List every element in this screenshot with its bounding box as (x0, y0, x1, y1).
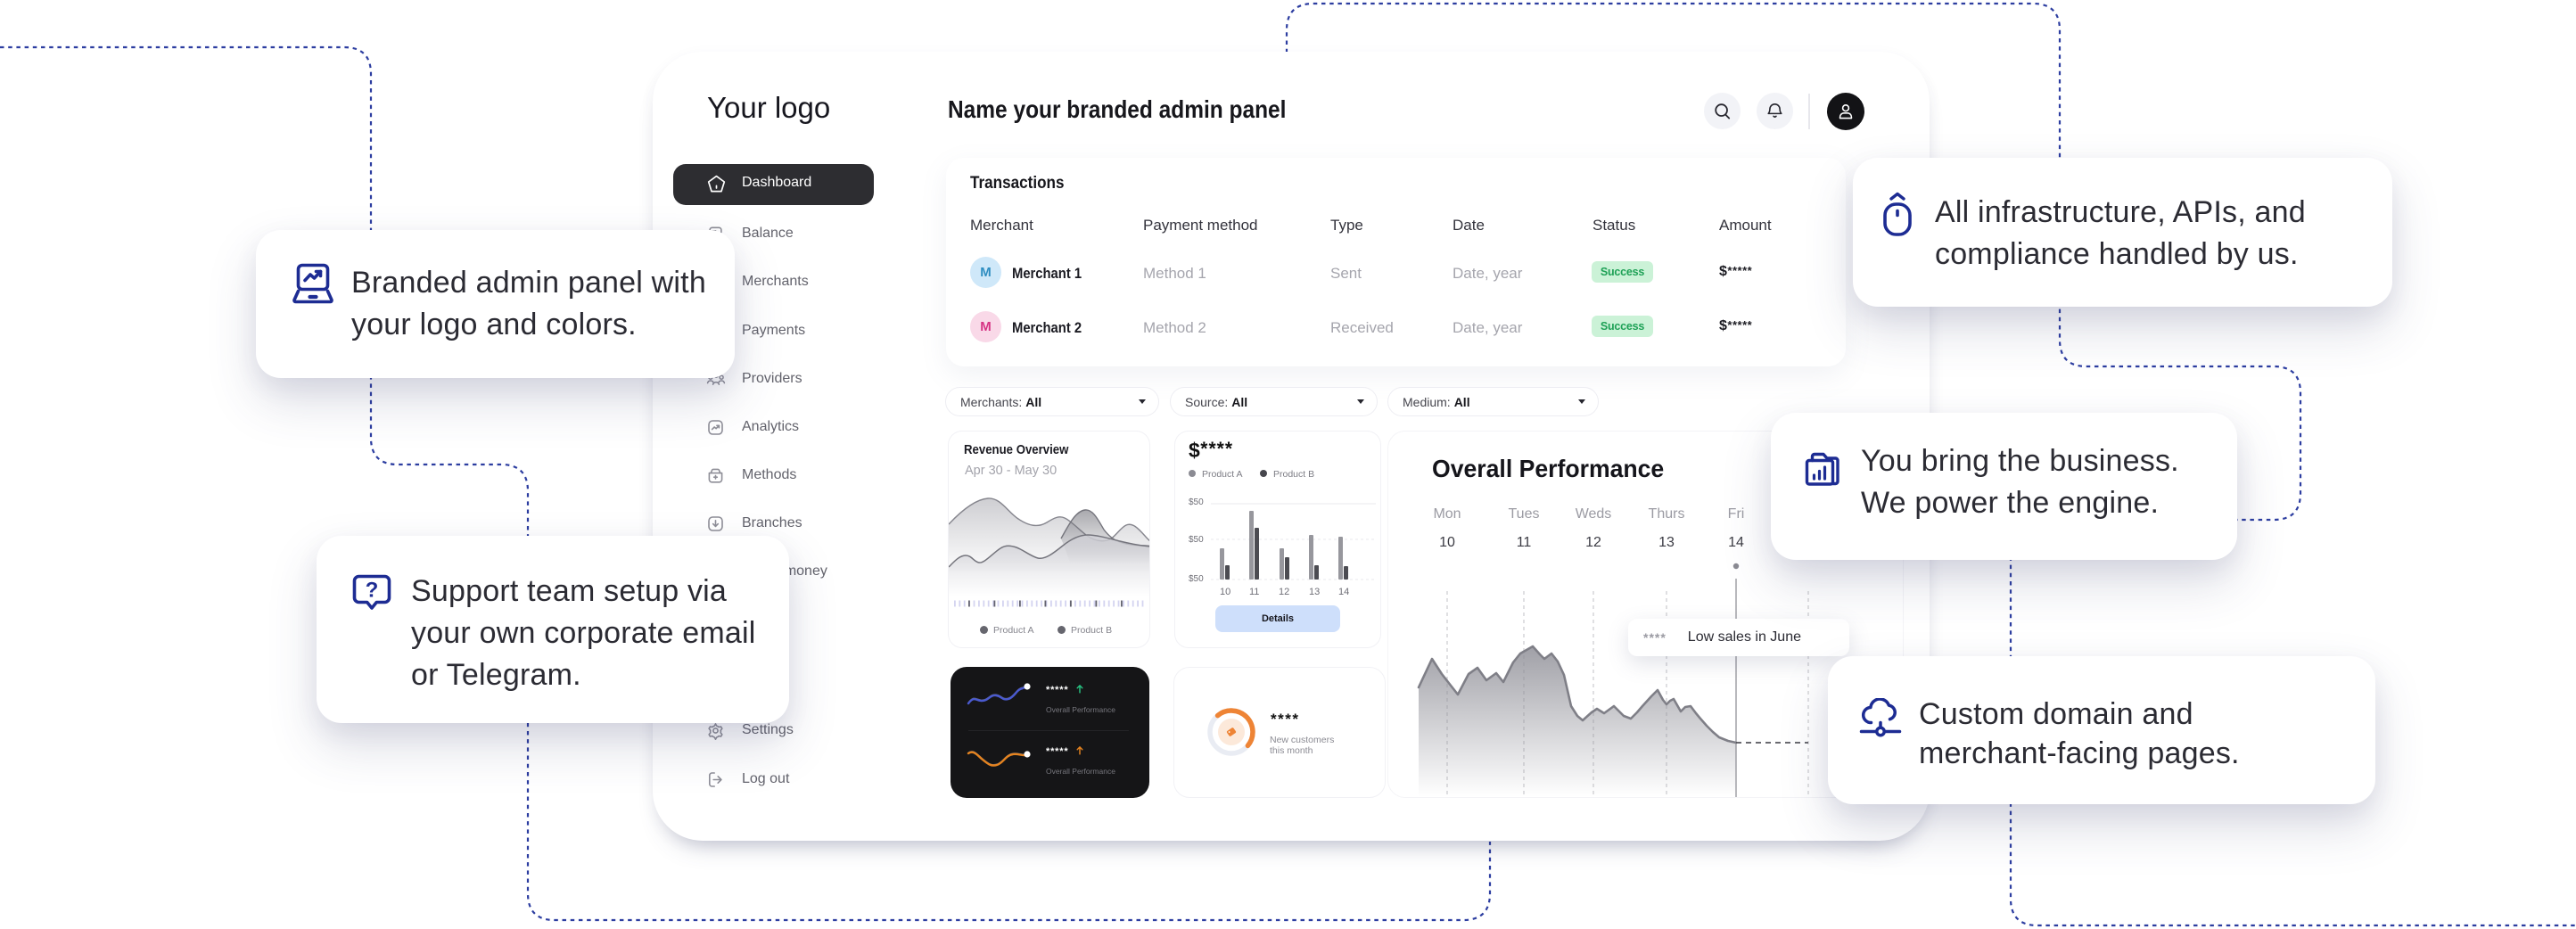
svg-text:?: ? (366, 579, 379, 603)
